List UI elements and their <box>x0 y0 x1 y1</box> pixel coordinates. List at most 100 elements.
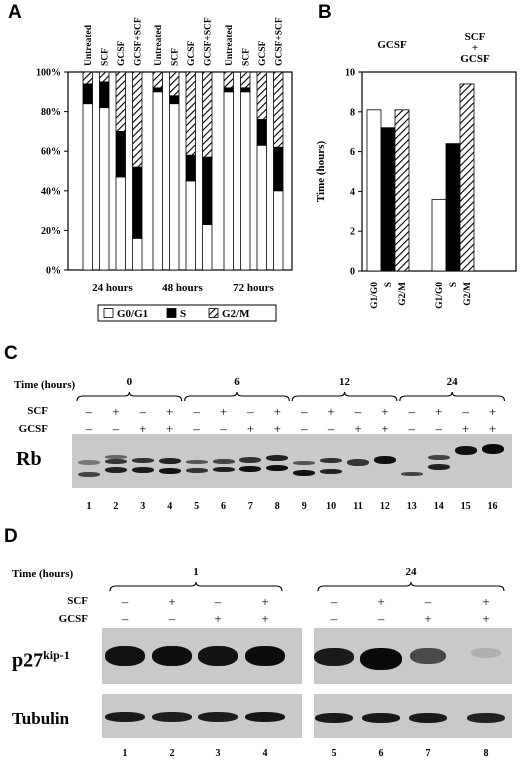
a-bar-segment-g2m <box>99 71 110 83</box>
c-row-label-scf: SCF <box>27 405 48 417</box>
panel-b-chart: GCSF SCF + GCSF 0 2 4 6 8 10 G1/G0 S G2/M G1/G0 S G2/… <box>315 31 517 309</box>
c-gcsf-sign: – <box>434 421 442 436</box>
a-bar-segment-s <box>82 83 93 105</box>
a-bar-segment-g2m <box>152 71 163 89</box>
c-gcsf-sign: + <box>489 421 496 436</box>
a-category-label: GCSF+SCF <box>203 17 213 66</box>
a-legend-swatch <box>166 308 177 318</box>
c-scf-sign: – <box>461 404 469 419</box>
a-category-label: Untreated <box>225 24 235 66</box>
a-bar-segment-g2m <box>82 71 93 85</box>
panel-d-annotations: 1 24 – + – + – + – + – – + + – – + + SCF GCSF 1 2 3 4 5 6 7 8 <box>59 566 505 759</box>
b-ytick-label: 8 <box>350 107 355 118</box>
a-bar-segment-s <box>202 156 213 225</box>
rb-band <box>427 455 450 460</box>
d-gcsf-sign: + <box>482 611 489 626</box>
a-category-label: SCF <box>170 48 180 66</box>
d-time-group-label: 24 <box>406 566 418 578</box>
tubulin-band <box>362 713 400 723</box>
c-lane-number: 9 <box>302 501 307 512</box>
rb-band <box>212 467 235 472</box>
a-category-label: GCSF <box>258 40 268 66</box>
p27-band <box>198 646 238 666</box>
a-bar-segment-g0g1 <box>273 190 284 271</box>
b-bar <box>394 109 410 272</box>
a-bar-segment-g0g1 <box>99 107 110 271</box>
a-bar-segment-g0g1 <box>115 176 126 271</box>
c-gcsf-sign: – <box>408 421 416 436</box>
rb-band <box>78 460 100 465</box>
c-lane-number: 5 <box>194 501 199 512</box>
c-lane-number: 1 <box>87 501 92 512</box>
a-bar-segment-g0g1 <box>132 237 143 271</box>
d-row-label-scf: SCF <box>67 595 88 607</box>
c-scf-sign: – <box>300 404 308 419</box>
rb-band <box>185 468 208 473</box>
a-bar-segment-s <box>132 166 143 239</box>
p27-band <box>245 646 285 666</box>
a-category-label: Untreated <box>84 24 94 66</box>
a-group-label: 72 hours <box>233 282 274 294</box>
tubulin-blot-left-image <box>102 694 302 738</box>
rb-band <box>158 458 181 464</box>
rb-band <box>212 459 235 464</box>
c-gcsf-sign: – <box>300 421 308 436</box>
a-bar-segment-s <box>273 146 284 192</box>
c-lane-number: 10 <box>326 501 336 512</box>
rb-band <box>266 465 289 471</box>
a-bar-segment-g0g1 <box>152 91 163 271</box>
time-group-brace <box>184 391 290 402</box>
p27-band <box>410 648 446 664</box>
c-lane-number: 14 <box>434 501 444 512</box>
rb-band <box>454 446 477 455</box>
b-category-label: S <box>449 282 459 287</box>
time-group-brace <box>76 391 183 402</box>
d-gcsf-sign: – <box>377 611 385 626</box>
b-group-label-scf-gcsf: SCF + GCSF <box>460 31 490 65</box>
tubulin-band <box>467 713 505 723</box>
c-lane-number: 2 <box>113 501 118 512</box>
a-bar-segment-g0g1 <box>202 224 213 271</box>
b-bar <box>366 109 382 272</box>
a-legend-label: G0/G1 <box>117 308 148 320</box>
b-ytick-label: 2 <box>350 227 355 238</box>
tubulin-band <box>152 712 192 722</box>
rb-band <box>239 466 262 472</box>
p27-blot-left-image <box>102 628 302 684</box>
p27-blot-right-image <box>314 628 512 684</box>
a-ytick-label: 80% <box>41 107 61 118</box>
a-legend-box <box>97 304 277 322</box>
panel-a-chart: 0% 20% 40% 60% 80% 100% Untreated SCF GCSF GCSF+… <box>36 17 293 322</box>
time-group-brace <box>291 391 398 402</box>
rb-band <box>320 469 343 474</box>
a-bar-segment-s <box>169 95 180 105</box>
a-ytick-label: 100% <box>36 68 61 79</box>
rb-band <box>78 472 100 477</box>
a-ytick-label: 40% <box>41 186 61 197</box>
c-gcsf-sign: – <box>112 421 120 436</box>
c-gcsf-sign: + <box>166 421 173 436</box>
a-bar-segment-s <box>115 130 126 178</box>
d-gcsf-sign: + <box>424 611 431 626</box>
b-ytick-label: 0 <box>350 267 355 278</box>
d-gcsf-sign: – <box>330 611 338 626</box>
rb-band <box>481 444 504 454</box>
c-scf-sign: + <box>112 404 119 419</box>
a-bar-segment-s <box>223 87 234 93</box>
panel-a-letter: A <box>8 2 22 23</box>
c-lane-number: 4 <box>167 501 172 512</box>
a-legend-label: G2/M <box>222 308 250 320</box>
d-lane-number: 5 <box>332 748 337 759</box>
d-lane-number: 2 <box>170 748 175 759</box>
b-bar <box>445 143 461 272</box>
d-scf-sign: – <box>424 594 432 609</box>
a-category-label: SCF <box>241 48 251 66</box>
b-category-label: G1/G0 <box>370 282 380 309</box>
panel-b-letter: B <box>318 2 332 23</box>
panel-d-letter: D <box>4 526 18 547</box>
c-scf-sign: – <box>354 404 362 419</box>
a-bar-segment-g0g1 <box>82 103 93 271</box>
rb-band <box>320 458 343 463</box>
tubulin-band <box>315 713 353 723</box>
c-scf-sign: + <box>166 404 173 419</box>
